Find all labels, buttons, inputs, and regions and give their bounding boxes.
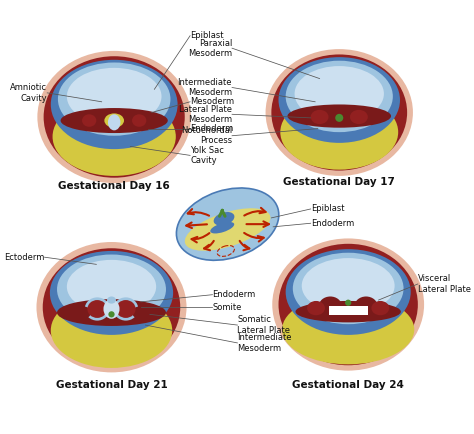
Ellipse shape: [350, 110, 368, 124]
Ellipse shape: [53, 97, 176, 176]
Ellipse shape: [75, 306, 91, 319]
Text: Gestational Day 17: Gestational Day 17: [283, 177, 395, 187]
Ellipse shape: [336, 291, 361, 311]
Ellipse shape: [113, 297, 138, 321]
Ellipse shape: [279, 57, 400, 143]
Ellipse shape: [51, 293, 172, 368]
Ellipse shape: [67, 260, 156, 313]
Ellipse shape: [287, 105, 391, 128]
Ellipse shape: [61, 108, 168, 133]
Text: Yolk Sac
Cavity: Yolk Sac Cavity: [190, 146, 224, 165]
Ellipse shape: [85, 297, 109, 321]
Ellipse shape: [210, 222, 234, 233]
Ellipse shape: [302, 258, 395, 313]
Ellipse shape: [103, 299, 119, 319]
Ellipse shape: [104, 113, 124, 128]
Ellipse shape: [293, 253, 403, 324]
Ellipse shape: [279, 244, 418, 365]
Ellipse shape: [214, 212, 235, 226]
Text: Endoderm: Endoderm: [190, 124, 233, 133]
Ellipse shape: [280, 95, 398, 170]
Ellipse shape: [132, 306, 148, 319]
Text: Intermediate
Mesoderm: Intermediate Mesoderm: [237, 333, 292, 353]
Ellipse shape: [36, 242, 187, 372]
Text: Epiblast: Epiblast: [310, 204, 344, 214]
Ellipse shape: [87, 300, 107, 318]
Ellipse shape: [37, 51, 191, 183]
Ellipse shape: [67, 68, 162, 125]
Ellipse shape: [57, 299, 166, 326]
Text: Paraxial
Mesoderm: Paraxial Mesoderm: [188, 39, 232, 58]
Text: Gestational Day 16: Gestational Day 16: [58, 181, 170, 191]
Ellipse shape: [185, 208, 270, 251]
Text: Intermediate
Mesoderm: Intermediate Mesoderm: [178, 78, 232, 97]
Ellipse shape: [286, 249, 410, 335]
Circle shape: [345, 299, 351, 306]
Ellipse shape: [58, 62, 171, 136]
Text: Endoderm: Endoderm: [212, 290, 255, 299]
Circle shape: [335, 114, 343, 122]
Text: Gestational Day 21: Gestational Day 21: [55, 381, 167, 391]
Ellipse shape: [132, 114, 146, 127]
Text: Amniotic
Cavity: Amniotic Cavity: [10, 83, 47, 102]
Text: Visceral
Lateral Plate: Visceral Lateral Plate: [418, 274, 471, 294]
Ellipse shape: [307, 301, 325, 315]
Bar: [328, 306, 368, 315]
Ellipse shape: [44, 56, 185, 178]
Ellipse shape: [116, 300, 136, 318]
Ellipse shape: [319, 296, 342, 316]
Ellipse shape: [51, 60, 178, 149]
Text: Notochordal
Process: Notochordal Process: [181, 126, 232, 145]
Ellipse shape: [176, 188, 279, 260]
Ellipse shape: [82, 114, 96, 127]
Ellipse shape: [50, 251, 173, 335]
Circle shape: [109, 311, 115, 318]
Ellipse shape: [43, 248, 180, 366]
Text: Gestational Day 24: Gestational Day 24: [292, 381, 404, 391]
Ellipse shape: [282, 295, 414, 365]
Ellipse shape: [310, 110, 328, 124]
Ellipse shape: [295, 66, 384, 122]
Ellipse shape: [295, 301, 401, 322]
Ellipse shape: [108, 114, 120, 130]
Ellipse shape: [107, 296, 116, 304]
Text: Lateral Plate
Mesoderm: Lateral Plate Mesoderm: [179, 105, 232, 124]
Ellipse shape: [286, 61, 393, 132]
Text: Somatic
Lateral Plate: Somatic Lateral Plate: [237, 316, 291, 335]
Text: Somite: Somite: [212, 302, 242, 312]
Ellipse shape: [372, 301, 389, 315]
Ellipse shape: [355, 296, 378, 316]
Ellipse shape: [272, 238, 424, 371]
Ellipse shape: [265, 49, 413, 176]
Ellipse shape: [57, 254, 166, 324]
Text: Ectoderm: Ectoderm: [4, 253, 45, 262]
Text: Epiblast: Epiblast: [190, 31, 224, 40]
Ellipse shape: [272, 54, 407, 171]
Text: Mesoderm: Mesoderm: [190, 97, 234, 106]
Text: Endoderm: Endoderm: [310, 219, 354, 228]
